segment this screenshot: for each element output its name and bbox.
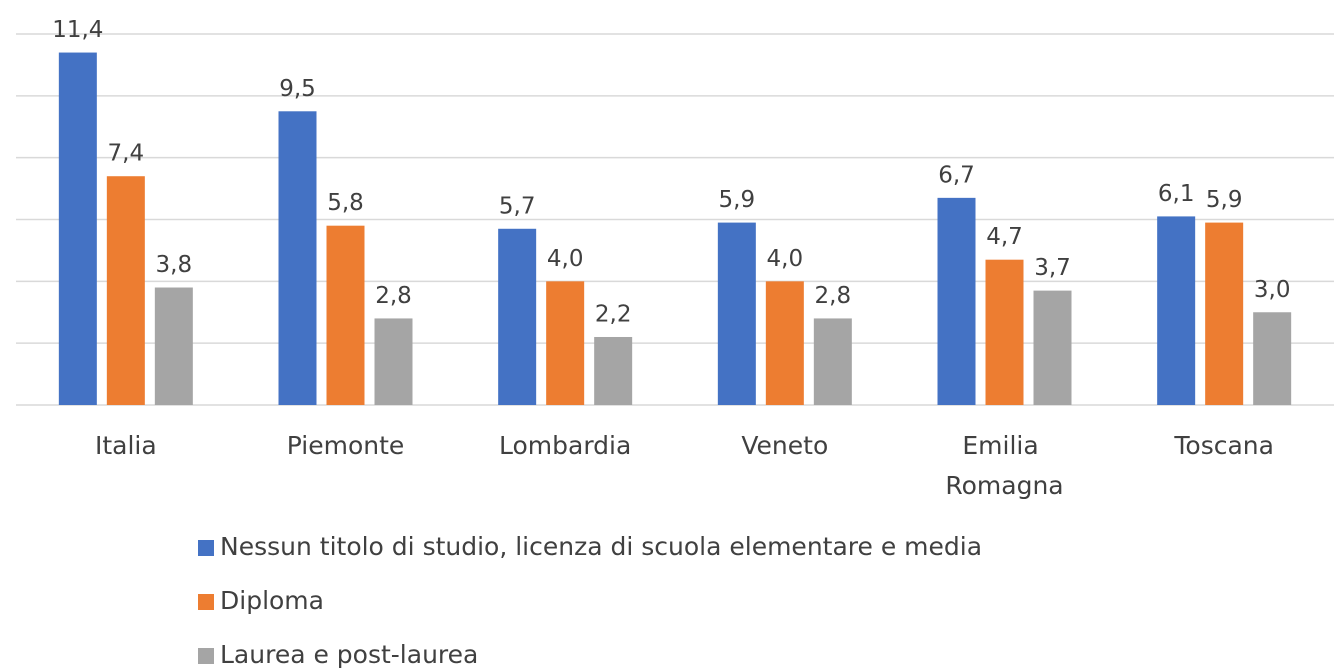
data-label: 4,7 [986,224,1023,250]
data-label: 3,8 [156,252,193,278]
bar [498,228,537,405]
x-tick-label: Toscana [1173,431,1274,460]
x-tick-label: Veneto [741,431,828,460]
data-label: 11,4 [52,17,103,43]
bar [278,111,317,406]
data-label: 6,7 [938,162,975,188]
x-tick-label: Piemonte [287,431,405,460]
bar [1205,222,1244,405]
bar [1253,312,1292,405]
data-label: 2,8 [375,283,412,309]
data-label: 5,8 [327,190,364,216]
legend-swatch [198,540,214,556]
bar [546,281,585,405]
data-label: 3,0 [1254,277,1291,303]
bar [154,287,193,405]
data-label: 5,9 [719,187,756,213]
data-label: 6,1 [1158,181,1195,207]
bar [58,52,97,406]
data-label: 4,0 [547,246,584,272]
bar [765,281,804,405]
data-label: 5,9 [1206,187,1243,213]
bar [1033,290,1072,405]
bar [594,336,633,405]
data-label: 2,2 [595,301,632,327]
bar [985,259,1024,405]
data-label: 2,8 [815,283,852,309]
bar [106,176,145,405]
data-label: 3,7 [1034,255,1071,281]
legend-swatch [198,594,214,610]
legend-label: Diploma [220,586,324,615]
bar [813,318,852,405]
bar [374,318,413,405]
data-label: 4,0 [767,246,804,272]
x-tick-label: Emilia Romagna [945,431,1063,500]
x-tick-label: Lombardia [499,431,631,460]
bar [326,225,365,405]
bar [717,222,756,405]
data-label: 5,7 [499,193,536,219]
x-tick-label: Italia [95,431,157,460]
legend-label: Laurea e post-laurea [220,640,478,669]
data-label: 7,4 [108,141,145,167]
legend-swatch [198,648,214,664]
legend-label: Nessun titolo di studio, licenza di scuo… [220,532,982,561]
bar [1157,216,1196,405]
data-label: 9,5 [279,76,316,102]
bar [937,197,976,405]
